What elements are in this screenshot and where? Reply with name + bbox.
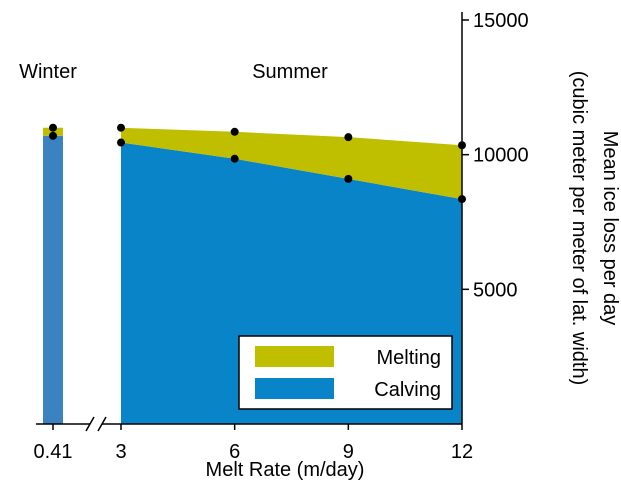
y-tick-label: 5000 [473, 279, 518, 301]
melting-area [121, 127, 462, 200]
winter-melting-bar [43, 127, 63, 136]
axis-break-mark [85, 416, 95, 432]
x-tick-label: 9 [343, 441, 354, 463]
x-tick-label: 3 [115, 441, 126, 463]
legend-label-melting: Melting [377, 347, 441, 369]
summer-total-point [117, 123, 125, 132]
summer-calving-point [230, 154, 239, 163]
y-tick-label: 15000 [473, 10, 529, 32]
legend-swatch-calving [255, 378, 334, 399]
winter-calving-point [49, 131, 57, 140]
legend-label-calving: Calving [374, 379, 441, 401]
axis-break-mark [97, 416, 107, 432]
winter-total-point [49, 123, 57, 132]
y-axis-label-line2: (cubic meter per meter of lat. width) [568, 71, 590, 386]
legend: Melting Calving [238, 335, 453, 410]
region-label-summer: Summer [252, 61, 328, 83]
y-axis-label-line1: Mean ice loss per day [599, 131, 621, 326]
x-tick-label: 12 [451, 441, 473, 463]
legend-swatch-melting [255, 346, 334, 367]
summer-calving-point [344, 174, 353, 183]
region-label-winter: Winter [19, 61, 77, 83]
summer-total-point [230, 127, 239, 136]
x-axis-label: Melt Rate (m/day) [206, 459, 365, 481]
x-tick-label: 0.41 [34, 441, 73, 463]
x-tick-label: 6 [229, 441, 240, 463]
summer-calving-point [117, 138, 125, 147]
winter-calving-bar [43, 135, 63, 424]
y-tick-label: 10000 [473, 145, 529, 167]
summer-total-point [344, 133, 353, 142]
